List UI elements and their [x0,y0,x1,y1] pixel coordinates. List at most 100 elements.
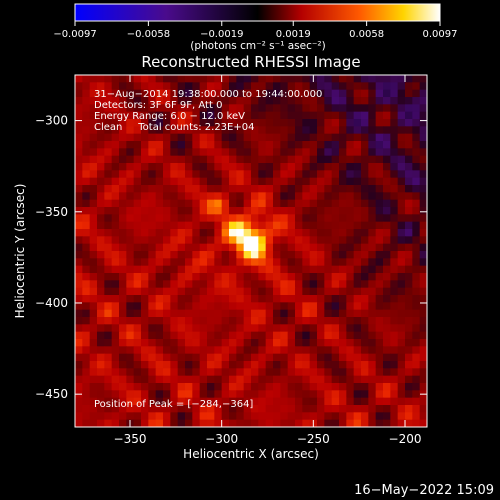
heatmap-cell [229,221,237,230]
heatmap-cell [280,273,289,281]
heatmap-cell [324,287,333,296]
heatmap-cell [317,155,325,164]
heatmap-cell [148,353,157,362]
heatmap-cell [251,412,259,421]
heatmap-cell [346,383,355,391]
heatmap-cell [192,412,201,421]
heatmap-cell [199,111,208,120]
heatmap-cell [207,199,215,208]
heatmap-cell [221,141,230,149]
heatmap-cell [221,119,230,127]
heatmap-cell [221,287,230,296]
heatmap-cell [265,361,274,369]
heatmap-cell [97,265,105,274]
heatmap-cell [236,82,245,91]
heatmap-cell [126,104,135,113]
heatmap-cell [368,111,377,120]
heatmap-cell [214,243,223,252]
heatmap-cell [309,221,318,230]
heatmap-cell [383,258,391,267]
heatmap-cell [368,141,377,149]
heatmap-cell [419,82,427,91]
heatmap-cell [89,97,98,105]
heatmap-cell [405,258,413,267]
heatmap-cell [82,192,91,201]
heatmap-cell [229,383,237,391]
heatmap-cell [287,339,296,347]
colorbar-tick-label: −0.0058 [127,29,170,40]
heatmap-cell [383,236,391,245]
heatmap-cell [353,141,362,149]
heatmap-cell [287,302,296,311]
heatmap-cell [295,265,303,274]
heatmap-cell [309,324,318,333]
heatmap-cell [214,390,223,399]
heatmap-cell [273,104,281,113]
heatmap-cell [229,273,237,281]
heatmap-cell [221,214,230,223]
heatmap-cell [287,192,296,201]
heatmap-cell [170,243,179,252]
heatmap-cell [229,163,237,171]
heatmap-cell [280,236,289,245]
heatmap-cell [229,185,237,193]
heatmap-cell [192,353,201,362]
heatmap-cell [258,163,267,171]
heatmap-cell [368,368,377,377]
heatmap-cell [346,375,355,384]
heatmap-cell [324,324,333,333]
heatmap-cell [163,177,171,186]
heatmap-cell [390,383,399,391]
heatmap-cell [368,236,377,245]
heatmap-cell [309,280,318,289]
heatmap-cell [287,214,296,223]
heatmap-cell [280,353,289,362]
heatmap-cell [324,317,333,325]
heatmap-cell [214,207,223,215]
heatmap-cell [177,331,186,340]
heatmap-cell [104,155,113,164]
heatmap-cell [317,126,325,135]
heatmap-cell [192,273,201,281]
heatmap-cell [375,97,384,105]
heatmap-cell [221,265,230,274]
heatmap-cell [390,258,399,267]
heatmap-cell [177,287,186,296]
heatmap-cell [111,111,120,120]
heatmap-cell [302,324,311,333]
heatmap-cell [229,309,237,318]
heatmap-cell [163,302,171,311]
heatmap-cell [82,383,91,391]
heatmap-cell [155,141,164,149]
heatmap-cell [405,119,413,127]
heatmap-cell [163,170,171,179]
heatmap-cell [405,104,413,113]
heatmap-cell [383,251,391,259]
heatmap-cell [331,353,340,362]
heatmap-cell [375,148,384,157]
heatmap-cell [207,163,215,171]
heatmap-cell [199,309,208,318]
heatmap-cell [258,229,267,237]
heatmap-cell [104,75,113,83]
heatmap-cell [412,390,421,399]
heatmap-cell [199,82,208,91]
heatmap-cell [375,390,384,399]
heatmap-cell [141,229,149,237]
heatmap-cell [317,221,325,230]
heatmap-cell [361,265,369,274]
heatmap-cell [199,207,208,215]
heatmap-cell [104,287,113,296]
heatmap-cell [236,287,245,296]
heatmap-cell [419,368,427,377]
heatmap-cell [361,133,369,142]
heatmap-cell [133,258,142,267]
heatmap-cell [273,236,281,245]
heatmap-cell [280,317,289,325]
heatmap-cell [148,302,157,311]
heatmap-cell [214,317,223,325]
heatmap-cell [295,243,303,252]
heatmap-cell [126,97,135,105]
heatmap-cell [126,119,135,127]
heatmap-cell [185,302,193,311]
